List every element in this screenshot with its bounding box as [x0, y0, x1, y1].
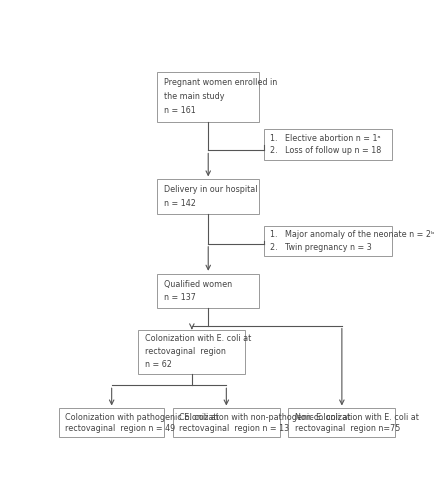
Text: Qualified women: Qualified women [164, 280, 232, 288]
Text: Colonization with E. coli at: Colonization with E. coli at [145, 334, 251, 344]
Text: rectovaginal  region n = 13: rectovaginal region n = 13 [179, 424, 289, 433]
FancyBboxPatch shape [264, 130, 392, 160]
FancyBboxPatch shape [138, 330, 245, 374]
Text: 2.   Loss of follow up n = 18: 2. Loss of follow up n = 18 [271, 146, 382, 156]
FancyBboxPatch shape [288, 408, 395, 438]
Text: n = 62: n = 62 [145, 360, 171, 369]
Text: n = 142: n = 142 [164, 199, 195, 208]
FancyBboxPatch shape [264, 226, 392, 256]
Text: rectovaginal  region n = 49: rectovaginal region n = 49 [65, 424, 175, 433]
FancyBboxPatch shape [59, 408, 164, 438]
FancyBboxPatch shape [158, 180, 259, 214]
Text: 2.   Twin pregnancy n = 3: 2. Twin pregnancy n = 3 [271, 242, 372, 252]
Text: Colonization with non-pathogenic E. coli at: Colonization with non-pathogenic E. coli… [179, 412, 351, 422]
Text: the main study: the main study [164, 92, 224, 101]
Text: Delivery in our hospital: Delivery in our hospital [164, 185, 257, 194]
Text: n = 137: n = 137 [164, 294, 195, 302]
Text: Pregnant women enrolled in: Pregnant women enrolled in [164, 78, 277, 87]
FancyBboxPatch shape [158, 72, 259, 122]
Text: 1.   Elective abortion n = 1ᵃ: 1. Elective abortion n = 1ᵃ [271, 134, 381, 143]
Text: n = 161: n = 161 [164, 106, 195, 116]
FancyBboxPatch shape [158, 274, 259, 308]
Text: rectovaginal  region n=75: rectovaginal region n=75 [295, 424, 400, 433]
FancyBboxPatch shape [173, 408, 280, 438]
Text: Non-colonization with E. coli at: Non-colonization with E. coli at [295, 412, 418, 422]
Text: rectovaginal  region: rectovaginal region [145, 347, 226, 356]
Text: 1.   Major anomaly of the neonate n = 2ᵇ: 1. Major anomaly of the neonate n = 2ᵇ [271, 230, 435, 239]
Text: Colonization with pathogenic E. coli at: Colonization with pathogenic E. coli at [65, 412, 219, 422]
